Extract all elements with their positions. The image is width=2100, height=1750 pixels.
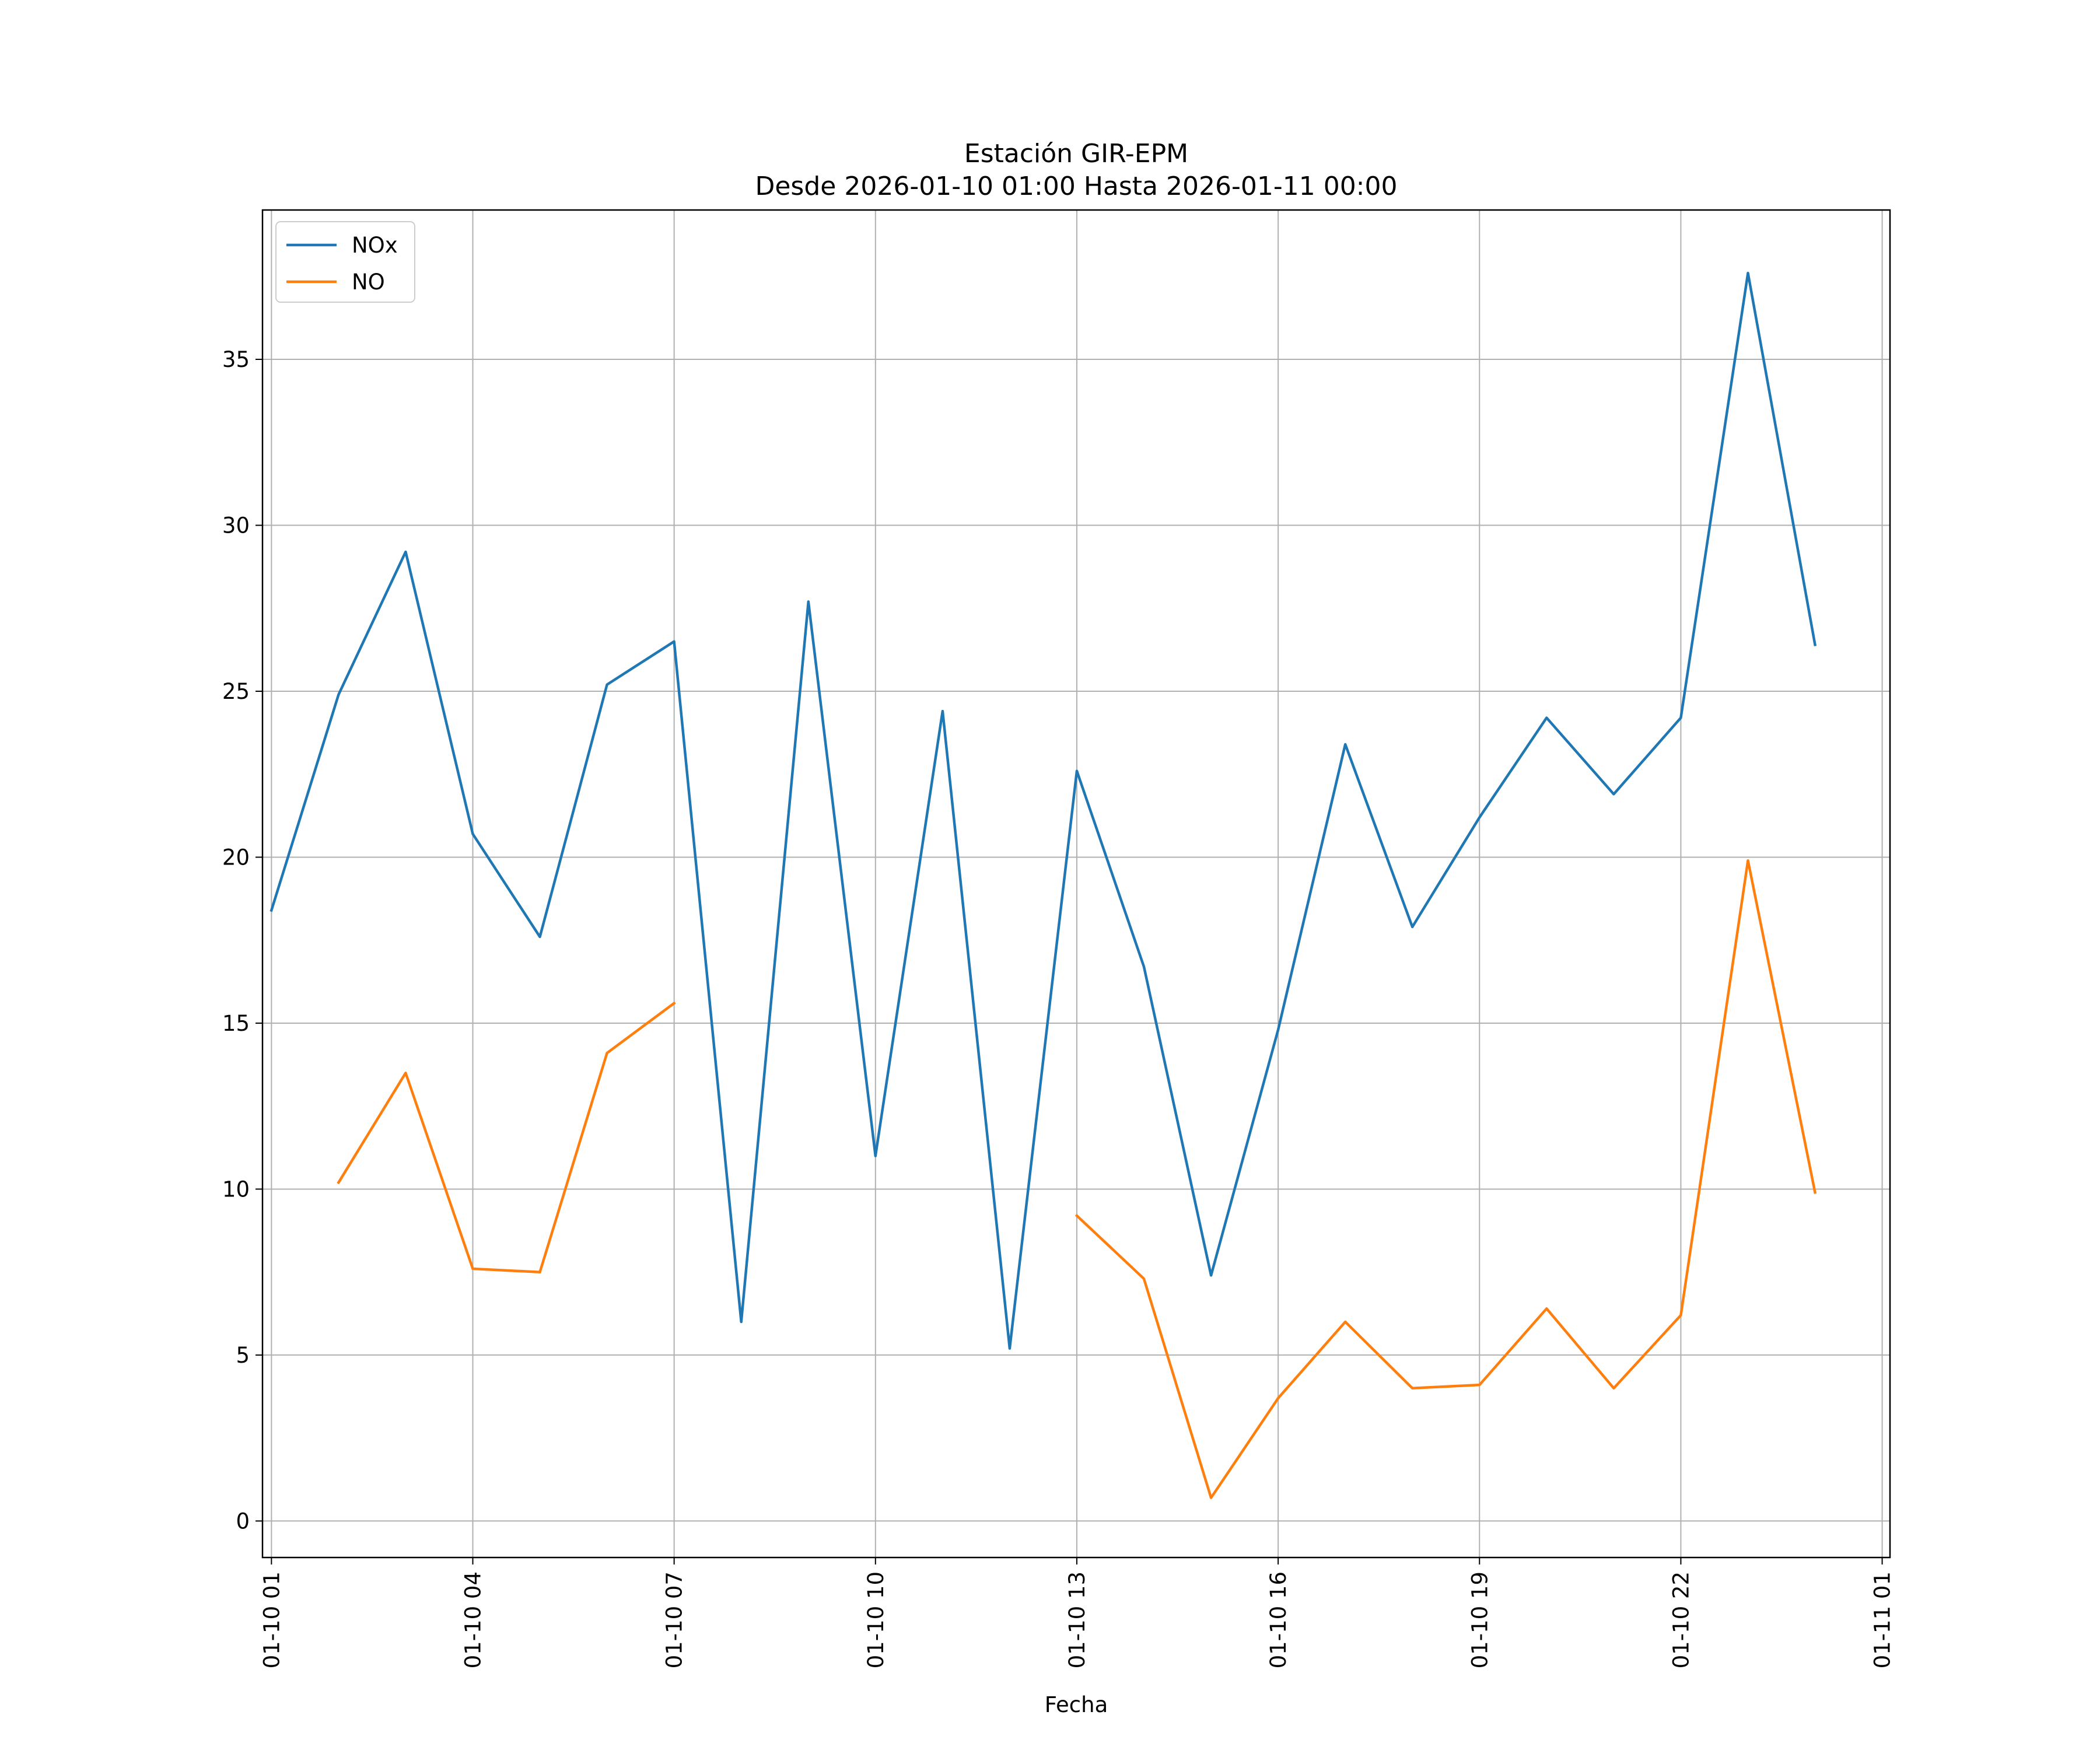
y-tick-label: 25	[222, 679, 250, 704]
grid	[262, 210, 1890, 1558]
y-axis: 0 5 10 15 20 25 30 35	[222, 347, 262, 1534]
chart-title: Estación GIR-EPM	[964, 139, 1188, 169]
legend: NOx NO	[275, 221, 415, 303]
x-tick-label: 01-10 16	[1266, 1572, 1291, 1668]
series-lines	[270, 271, 1817, 1499]
x-tick-label: 01-10 07	[662, 1572, 687, 1668]
y-tick-label: 30	[222, 513, 250, 538]
series-line-no	[1074, 859, 1817, 1499]
y-tick-label: 5	[236, 1343, 250, 1368]
series-line-no	[337, 1001, 676, 1273]
x-axis-label: Fecha	[1045, 1692, 1108, 1717]
y-tick-label: 35	[222, 347, 250, 372]
series-line-nox	[270, 271, 1817, 1350]
x-tick-label: 01-10 04	[460, 1572, 485, 1668]
legend-label-no: NO	[352, 270, 385, 295]
x-tick-label: 01-10 22	[1668, 1572, 1693, 1668]
y-tick-label: 0	[236, 1508, 250, 1534]
y-tick-label: 20	[222, 845, 250, 870]
y-tick-label: 15	[222, 1011, 250, 1036]
chart-subtitle: Desde 2026-01-10 01:00 Hasta 2026-01-11 …	[755, 172, 1397, 201]
x-tick-label: 01-10 19	[1467, 1572, 1492, 1668]
x-axis: 01-10 01 01-10 04 01-10 07 01-10 10 01-10 13…	[259, 1558, 1895, 1668]
x-tick-label: 01-10 01	[259, 1572, 284, 1668]
y-tick-label: 10	[222, 1177, 250, 1202]
x-tick-label: 01-11 01	[1870, 1572, 1895, 1668]
legend-label-nox: NOx	[352, 233, 398, 258]
x-tick-label: 01-10 13	[1065, 1572, 1090, 1668]
x-tick-label: 01-10 10	[863, 1572, 888, 1668]
